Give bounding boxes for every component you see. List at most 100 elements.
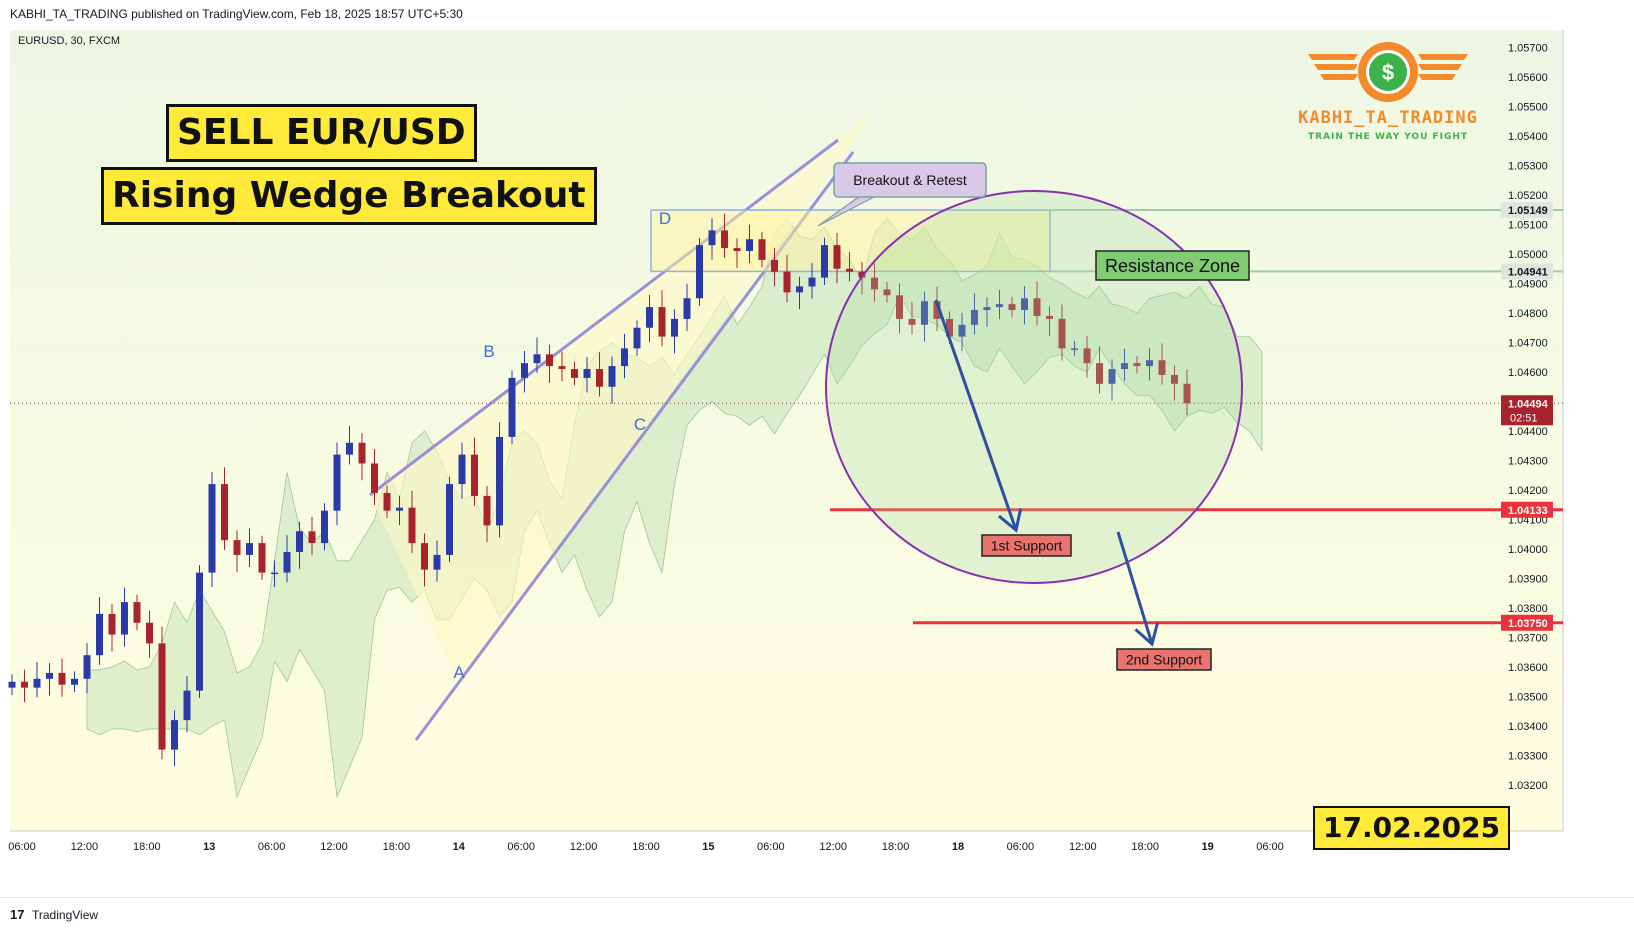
- candle-body: [171, 720, 178, 750]
- price-tick: 1.04700: [1508, 338, 1548, 350]
- candle-body: [596, 369, 603, 387]
- price-axis-labels: 1.058001.057001.056001.055001.054001.053…: [1501, 43, 1553, 792]
- candle-body: [408, 507, 416, 544]
- candle-body: [433, 554, 441, 570]
- candle-body: [258, 543, 266, 573]
- candle-body: [858, 271, 866, 278]
- time-tick: 18:00: [882, 841, 910, 853]
- candle-body: [1146, 360, 1153, 367]
- time-tick: 06:00: [1007, 841, 1035, 853]
- candle-body: [146, 622, 153, 644]
- support-2-label: 2nd Support: [1116, 648, 1212, 671]
- candle: [796, 276, 803, 310]
- candle: [508, 370, 516, 445]
- candle: [608, 356, 616, 404]
- price-tick: 1.03300: [1508, 751, 1548, 763]
- candle: [583, 356, 591, 393]
- support-1-label-box: [981, 534, 1072, 557]
- candle: [1033, 281, 1041, 326]
- candle-body: [196, 572, 203, 691]
- candle-body: [483, 495, 491, 526]
- arrow-shaft: [934, 299, 1018, 531]
- candle-body: [1096, 363, 1103, 384]
- tradingview-brand[interactable]: TradingView: [32, 908, 99, 922]
- arrow-head: [1134, 622, 1160, 647]
- time-tick: 18: [952, 841, 964, 853]
- candle-body: [821, 245, 828, 278]
- candle-body: [271, 572, 278, 575]
- candle-body: [833, 245, 841, 269]
- resistance-zone-box: [650, 209, 1051, 273]
- time-tick: 06:00: [258, 841, 286, 853]
- time-tick: 06:00: [507, 841, 535, 853]
- time-axis[interactable]: [0, 831, 1563, 867]
- candle-body: [296, 531, 303, 552]
- candle: [1183, 369, 1191, 416]
- candle: [533, 337, 541, 373]
- date-label: 17.02.2025: [1313, 806, 1511, 850]
- candle: [21, 669, 28, 703]
- candle: [46, 663, 53, 696]
- candle-body: [496, 436, 503, 526]
- candle: [308, 516, 316, 556]
- candle: [271, 560, 278, 588]
- candle-body: [646, 307, 653, 328]
- candle-body: [696, 245, 703, 299]
- candle: [833, 233, 841, 284]
- support-1-label: 1st Support: [981, 534, 1072, 557]
- candle-body: [558, 366, 566, 370]
- candle-body: [996, 304, 1003, 308]
- candle: [333, 442, 341, 526]
- candle-body: [1033, 298, 1041, 316]
- candle: [296, 521, 303, 569]
- symbol-label: EURUSD, 30, FXCM: [18, 35, 120, 47]
- time-tick: 12:00: [320, 841, 348, 853]
- logo-brand: KABHI_TA_TRADING: [1298, 108, 1478, 128]
- level-badge-bg: [1501, 263, 1553, 280]
- candle: [71, 671, 78, 693]
- candle-body: [283, 551, 291, 573]
- candle-body: [1021, 298, 1028, 311]
- time-tick: 12:00: [819, 841, 847, 853]
- resistance-label-box: [1095, 250, 1250, 281]
- candle-body: [1183, 383, 1191, 404]
- time-tick: 12:00: [1069, 841, 1097, 853]
- candle: [121, 587, 128, 647]
- level-badge-text: 1.04941: [1508, 266, 1548, 278]
- price-tick: 1.05400: [1508, 131, 1548, 143]
- candle-body: [796, 286, 803, 293]
- candle: [208, 472, 216, 588]
- candle: [108, 604, 116, 652]
- candle: [221, 467, 228, 550]
- candle: [433, 540, 441, 582]
- candle-body: [158, 643, 166, 750]
- tradingview-logo-icon[interactable]: 17: [10, 907, 25, 922]
- level-badge: 1.04941: [1501, 263, 1553, 280]
- price-tick: 1.04800: [1508, 308, 1548, 320]
- candle-body: [421, 543, 428, 570]
- logo-tagline: TRAIN THE WAY YOU FIGHT: [1307, 132, 1469, 142]
- candle-body: [233, 540, 241, 555]
- support-1-label-text: 1st Support: [991, 538, 1063, 554]
- candle-body: [358, 442, 366, 464]
- time-axis-labels: 06:00 12:00 18:00 13 06:00 12:00 18:00 14 06:00 1…: [8, 841, 1463, 853]
- candle: [33, 661, 41, 698]
- candle: [283, 535, 291, 583]
- candle-body: [608, 366, 616, 387]
- candle: [983, 297, 991, 327]
- candle: [458, 442, 466, 499]
- candle: [908, 302, 916, 335]
- candle: [133, 594, 141, 631]
- resistance-label: Resistance Zone: [1095, 250, 1250, 281]
- time-tick: 18:00: [632, 841, 660, 853]
- price-axis[interactable]: [1563, 30, 1634, 867]
- candle: [158, 626, 166, 760]
- breakout-label: Breakout & Retest: [833, 162, 987, 198]
- price-chart[interactable]: Breakout & Retest Resistance Zone 1st Supp…: [0, 30, 1634, 897]
- candle: [596, 352, 603, 397]
- candle: [1071, 341, 1078, 356]
- candle-body: [633, 327, 641, 349]
- candle-body: [933, 301, 941, 319]
- candle-body: [333, 454, 341, 511]
- price-tick: 1.03500: [1508, 692, 1548, 704]
